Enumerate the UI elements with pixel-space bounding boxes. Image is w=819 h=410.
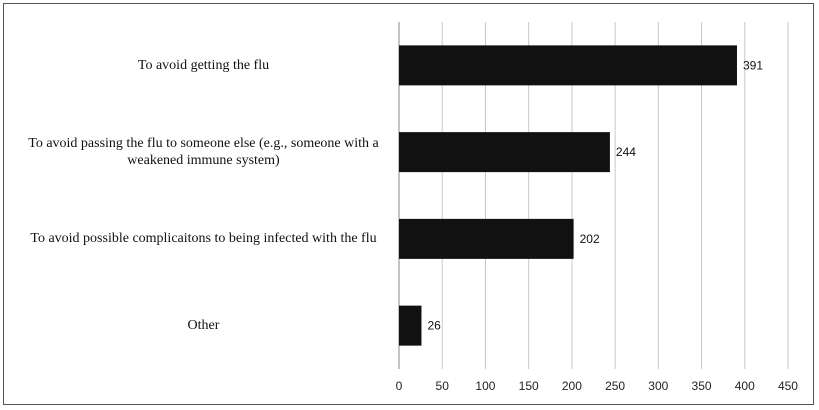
- data-label: 244: [616, 145, 636, 159]
- bar-chart: 0 50 100 150 200 250 300 350 400 450 391 244 202 26: [396, 22, 798, 393]
- x-tick-label: 150: [519, 379, 539, 393]
- bar: [399, 45, 737, 86]
- x-tick-label: 450: [778, 379, 798, 393]
- bar: [399, 132, 610, 173]
- chart-frame: 0 50 100 150 200 250 300 350 400 450 391 244 202 26 T…: [3, 3, 814, 405]
- x-tick-label: 0: [396, 379, 403, 393]
- data-label: 391: [743, 58, 763, 72]
- category-label: To avoid passing the flu to someone else…: [28, 136, 379, 169]
- x-tick-label: 400: [735, 379, 755, 393]
- data-label: 202: [580, 232, 600, 246]
- x-tick-label: 250: [605, 379, 625, 393]
- x-tick-label: 350: [692, 379, 712, 393]
- x-tick-label: 50: [436, 379, 450, 393]
- category-label: To avoid getting the flu: [137, 57, 270, 73]
- x-tick-label: 100: [475, 379, 495, 393]
- x-tick-label: 200: [562, 379, 582, 393]
- data-label: 26: [427, 319, 441, 333]
- category-label: Other: [187, 318, 220, 334]
- bar: [399, 305, 422, 346]
- category-label: To avoid possible complicaitons to being…: [30, 231, 377, 247]
- bar: [399, 218, 574, 259]
- x-tick-label: 300: [648, 379, 668, 393]
